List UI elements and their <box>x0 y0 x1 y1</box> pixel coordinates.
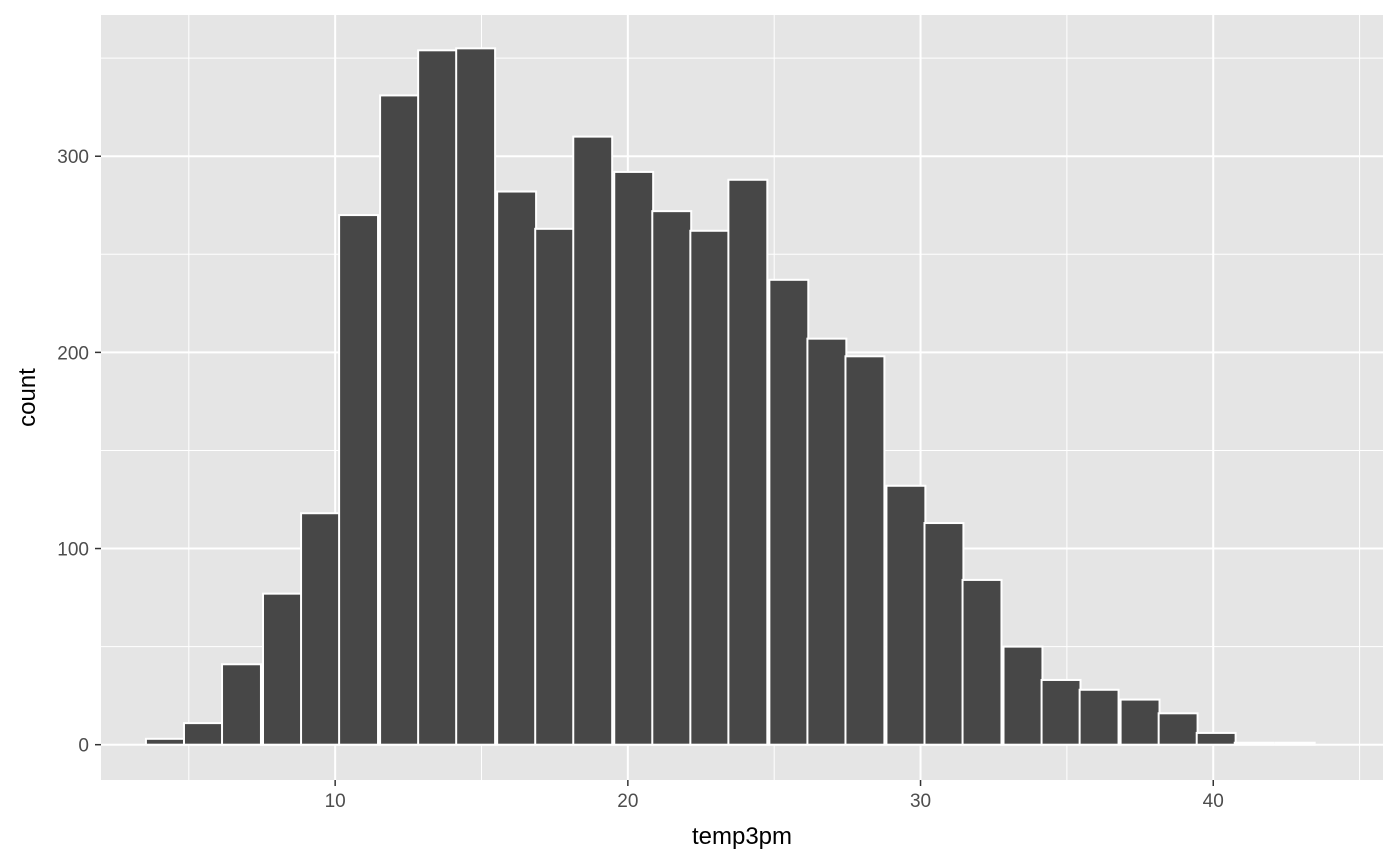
histogram-bar <box>417 49 459 746</box>
x-axis: 10 20 30 40 <box>325 780 1224 812</box>
histogram-bar <box>221 663 262 746</box>
histogram-bar <box>613 170 655 746</box>
histogram-bar <box>768 278 810 746</box>
histogram-bar <box>262 592 303 746</box>
histogram-bar <box>300 512 341 746</box>
histogram-bar <box>727 178 769 746</box>
histogram-bar <box>379 94 421 746</box>
y-axis-title: count <box>14 368 41 427</box>
histogram-bar <box>844 355 886 746</box>
histogram-bar <box>1274 741 1316 746</box>
histogram-bar <box>689 229 731 746</box>
histogram-bar <box>1195 731 1237 746</box>
y-tick-label: 100 <box>57 540 89 561</box>
x-tick-label: 10 <box>325 791 346 812</box>
histogram-bar <box>961 578 1003 746</box>
histogram-bar <box>1002 645 1044 746</box>
histogram-bar <box>455 47 497 746</box>
histogram-bar <box>1157 712 1199 746</box>
histogram-bar <box>338 214 380 746</box>
x-axis-title: temp3pm <box>692 823 792 850</box>
y-tick-label: 300 <box>57 147 89 168</box>
histogram-bar <box>182 722 224 746</box>
histogram-bar <box>534 227 576 746</box>
x-tick-label: 20 <box>617 791 638 812</box>
histogram-bar <box>651 210 693 746</box>
histogram-bar <box>1119 698 1161 746</box>
histogram-bar <box>572 135 614 746</box>
histogram-bar <box>1233 741 1275 746</box>
histogram-bar <box>923 522 965 746</box>
x-tick-label: 40 <box>1203 791 1224 812</box>
x-tick-label: 30 <box>910 791 931 812</box>
histogram-bar <box>885 484 927 746</box>
histogram-bar <box>144 737 186 746</box>
histogram-bar <box>806 337 848 746</box>
histogram-bar <box>1078 688 1120 746</box>
histogram-bars <box>144 47 1316 746</box>
y-tick-label: 0 <box>78 736 89 757</box>
y-tick-label: 200 <box>57 343 89 364</box>
y-axis: 0 100 200 300 <box>57 147 101 757</box>
histogram-bar <box>496 190 538 746</box>
histogram-bar <box>1040 678 1082 746</box>
